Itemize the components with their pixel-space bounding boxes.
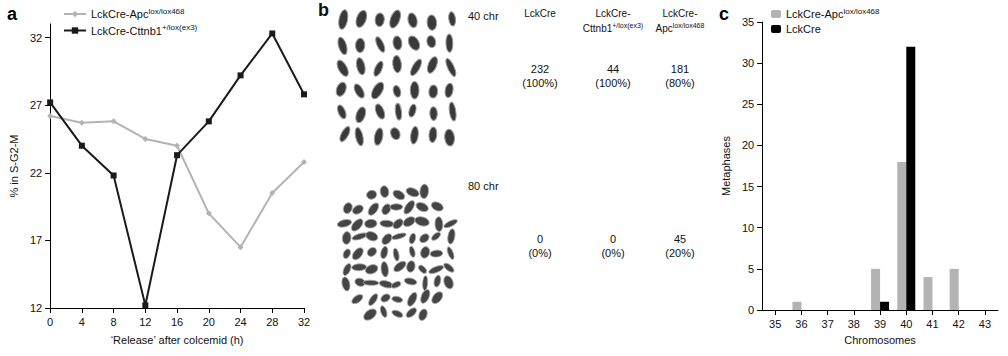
svg-text:LckCre-Cttnb1: LckCre-Cttnb1 bbox=[91, 25, 162, 37]
svg-text:35: 35 bbox=[742, 16, 754, 28]
svg-text:lox/lox468: lox/lox468 bbox=[843, 7, 880, 16]
svg-text:43: 43 bbox=[979, 318, 991, 330]
svg-text:30: 30 bbox=[742, 57, 754, 69]
html-text:181: 181 bbox=[670, 63, 690, 75]
svg-text:40: 40 bbox=[900, 318, 912, 330]
html-text:(0%): (0%) bbox=[528, 247, 552, 259]
html-text:232: 232 bbox=[530, 63, 550, 75]
html-text:0: 0 bbox=[609, 233, 617, 245]
svg-text:Metaphases: Metaphases bbox=[720, 136, 732, 196]
svg-text:20: 20 bbox=[742, 139, 754, 151]
svg-text:LckCre-Apc: LckCre-Apc bbox=[91, 8, 149, 20]
svg-text:5: 5 bbox=[748, 263, 754, 275]
svg-text:24: 24 bbox=[234, 316, 246, 328]
svg-text:12: 12 bbox=[139, 316, 151, 328]
svg-text:0: 0 bbox=[748, 304, 754, 316]
svg-text:35: 35 bbox=[769, 318, 781, 330]
svg-text:0: 0 bbox=[47, 316, 53, 328]
svg-text:39: 39 bbox=[874, 318, 886, 330]
svg-text:16: 16 bbox=[171, 316, 183, 328]
html-text:LckCre-: LckCre- bbox=[662, 8, 698, 19]
svg-text:37: 37 bbox=[822, 318, 834, 330]
svg-text:LckCre-Apc: LckCre-Apc bbox=[786, 8, 844, 20]
html-text:0: 0 bbox=[536, 233, 544, 245]
html-text:80 chr: 80 chr bbox=[468, 180, 499, 192]
html-text:LckCre: LckCre bbox=[524, 8, 556, 19]
svg-text:17: 17 bbox=[30, 234, 42, 246]
svg-text:8: 8 bbox=[111, 316, 117, 328]
svg-text:38: 38 bbox=[848, 318, 860, 330]
html-text:Cttnb1+/lox(ex3): Cttnb1+/lox(ex3) bbox=[582, 22, 644, 35]
svg-text:32: 32 bbox=[298, 316, 310, 328]
svg-text:+/lox(ex3): +/lox(ex3) bbox=[162, 23, 198, 32]
svg-text:42: 42 bbox=[953, 318, 965, 330]
svg-text:22: 22 bbox=[30, 167, 42, 179]
svg-text:‘Release’ after colcemid (h): ‘Release’ after colcemid (h) bbox=[111, 334, 244, 346]
html-text:b: b bbox=[318, 0, 329, 20]
html-text:(80%): (80%) bbox=[665, 77, 695, 89]
html-text:(20%): (20%) bbox=[665, 247, 695, 259]
html-text:(0%): (0%) bbox=[601, 247, 625, 259]
svg-text:a: a bbox=[7, 4, 18, 24]
svg-text:12: 12 bbox=[30, 302, 42, 314]
svg-text:41: 41 bbox=[926, 318, 938, 330]
html-text:LckCre-: LckCre- bbox=[595, 8, 631, 19]
svg-text:28: 28 bbox=[266, 316, 278, 328]
svg-text:c: c bbox=[719, 4, 729, 24]
svg-text:27: 27 bbox=[30, 99, 42, 111]
html-text:Apclox/lox468: Apclox/lox468 bbox=[655, 22, 705, 35]
svg-text:4: 4 bbox=[79, 316, 85, 328]
html-text:44: 44 bbox=[606, 63, 620, 75]
svg-text:LckCre: LckCre bbox=[786, 23, 821, 35]
html-text:45: 45 bbox=[673, 233, 687, 245]
svg-text:20: 20 bbox=[203, 316, 215, 328]
svg-text:Chromosomes: Chromosomes bbox=[844, 334, 916, 346]
html-text:(100%): (100%) bbox=[595, 77, 631, 89]
svg-text:lox/lox468: lox/lox468 bbox=[148, 7, 185, 16]
svg-text:15: 15 bbox=[742, 181, 754, 193]
svg-text:25: 25 bbox=[742, 98, 754, 110]
svg-text:32: 32 bbox=[30, 32, 42, 44]
svg-text:36: 36 bbox=[795, 318, 807, 330]
svg-text:% in S-G2-M: % in S-G2-M bbox=[8, 135, 20, 198]
html-text:(100%): (100%) bbox=[522, 77, 558, 89]
svg-text:10: 10 bbox=[742, 222, 754, 234]
html-text:40 chr: 40 chr bbox=[468, 10, 499, 22]
